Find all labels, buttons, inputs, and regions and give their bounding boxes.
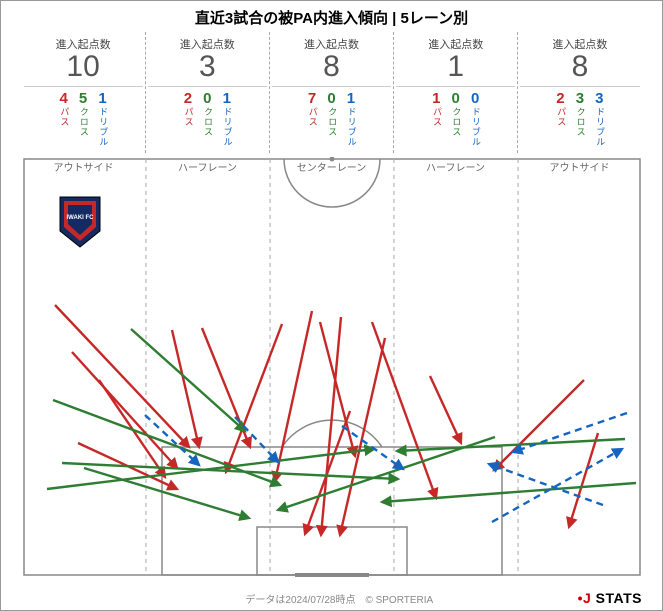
lane-sublabel: アウトサイド [22, 159, 146, 174]
pass-stat: 1パス [432, 91, 441, 147]
lane-total: 10 [24, 50, 143, 84]
lane-2: 進入起点数87パス0クロス1ドリブル [270, 32, 394, 153]
lane-total: 1 [396, 50, 515, 84]
dribble-stat: 3ドリブル [595, 91, 604, 147]
pass-stat: 4パス [59, 91, 68, 147]
lane-breakdown: 4パス 5クロス 1ドリブル [24, 86, 143, 147]
lane-sublabel: ハーフレーン [394, 159, 518, 174]
pass-arrow [321, 317, 341, 535]
jstats-logo: •J STATS [578, 590, 642, 606]
chart-title: 直近3試合の被PA内進入傾向 | 5レーン別 [1, 1, 662, 32]
pitch-wrap: アウトサイドハーフレーンセンターレーンハーフレーンアウトサイド IWAKI FC [22, 157, 642, 577]
lane-breakdown: 7パス 0クロス 1ドリブル [272, 86, 391, 147]
footer: データは2024/07/28時点 © SPORTERIA •J STATS [1, 590, 662, 606]
pass-arrow [569, 433, 598, 527]
dribble-stat: 1ドリブル [98, 91, 107, 147]
lane-sublabels: アウトサイドハーフレーンセンターレーンハーフレーンアウトサイド [22, 159, 642, 174]
cross-arrow [382, 483, 636, 502]
cross-arrow [397, 439, 625, 451]
lane-sublabel: アウトサイド [518, 159, 642, 174]
pass-arrow [226, 324, 282, 472]
lane-1: 進入起点数32パス0クロス1ドリブル [146, 32, 270, 153]
pass-arrow [494, 380, 584, 470]
pitch-svg: IWAKI FC [22, 157, 642, 577]
pass-arrow [72, 352, 177, 468]
chart-container: 直近3試合の被PA内進入傾向 | 5レーン別 進入起点数104パス5クロス1ドリ… [0, 0, 663, 611]
pass-arrow [172, 330, 199, 447]
svg-text:IWAKI FC: IWAKI FC [66, 215, 94, 221]
pass-arrow [275, 311, 312, 481]
lane-3: 進入起点数11パス0クロス0ドリブル [394, 32, 518, 153]
lane-4: 進入起点数82パス3クロス3ドリブル [518, 32, 641, 153]
credit-text: データは2024/07/28時点 © SPORTERIA [101, 591, 578, 606]
pass-arrow [430, 376, 461, 443]
lane-breakdown: 2パス 0クロス 1ドリブル [148, 86, 267, 147]
lane-breakdown: 2パス 3クロス 3ドリブル [520, 86, 639, 147]
pass-arrow [372, 322, 436, 498]
lane-0: 進入起点数104パス5クロス1ドリブル [22, 32, 146, 153]
lane-total: 8 [520, 50, 639, 84]
dribble-stat: 1ドリブル [346, 91, 355, 147]
team-badge-icon: IWAKI FC [60, 197, 100, 247]
cross-stat: 5クロス [78, 91, 87, 147]
dribble-stat: 0ドリブル [470, 91, 479, 147]
lane-sublabel: センターレーン [270, 159, 394, 174]
cross-stat: 3クロス [575, 91, 584, 147]
cross-arrow [131, 329, 245, 431]
lane-sublabel: ハーフレーン [146, 159, 270, 174]
lane-total: 3 [148, 50, 267, 84]
pass-arrow [340, 338, 385, 535]
pass-stat: 7パス [307, 91, 316, 147]
pass-stat: 2パス [556, 91, 565, 147]
lane-stats: 進入起点数104パス5クロス1ドリブル進入起点数32パス0クロス1ドリブル進入起… [22, 32, 642, 153]
dribble-stat: 1ドリブル [222, 91, 231, 147]
cross-stat: 0クロス [451, 91, 460, 147]
cross-stat: 0クロス [203, 91, 212, 147]
lane-total: 8 [272, 50, 391, 84]
lane-breakdown: 1パス 0クロス 0ドリブル [396, 86, 515, 147]
cross-stat: 0クロス [327, 91, 336, 147]
pass-stat: 2パス [183, 91, 192, 147]
